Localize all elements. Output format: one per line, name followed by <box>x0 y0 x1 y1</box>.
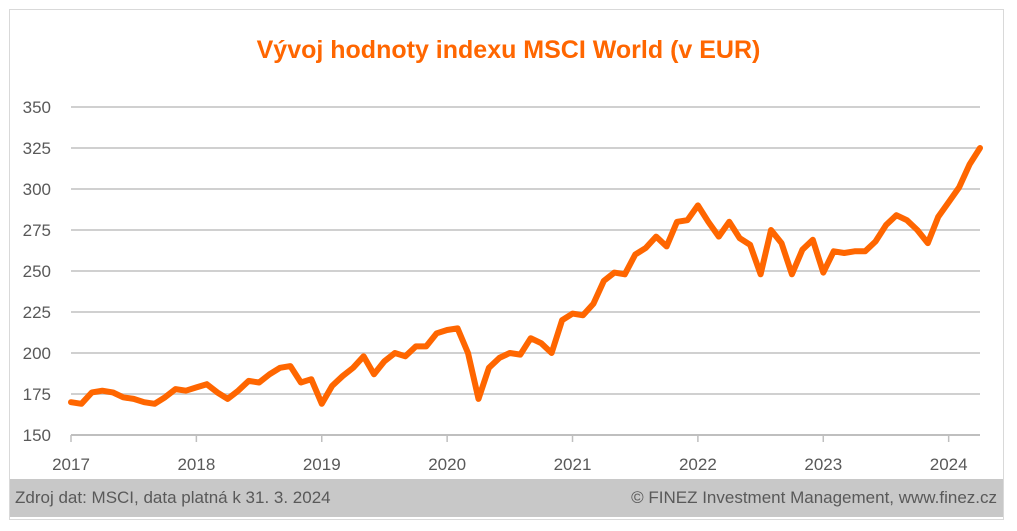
y-tick-label: 250 <box>23 262 51 281</box>
y-tick-label: 175 <box>23 385 51 404</box>
x-tick-label: 2022 <box>679 455 717 474</box>
series-line <box>68 145 983 407</box>
x-tick-label: 2019 <box>303 455 341 474</box>
x-tick-label: 2023 <box>804 455 842 474</box>
chart-title: Vývoj hodnoty indexu MSCI World (v EUR) <box>256 36 761 64</box>
footer: Zdroj dat: MSCI, data platná k 31. 3. 20… <box>10 479 1003 517</box>
x-tick-label: 2018 <box>177 455 215 474</box>
y-tick-label: 150 <box>23 426 51 445</box>
x-tick-label: 2017 <box>52 455 90 474</box>
y-tick-label: 325 <box>23 139 51 158</box>
source-note: Zdroj dat: MSCI, data platná k 31. 3. 20… <box>15 488 331 507</box>
x-tick-label: 2020 <box>428 455 466 474</box>
x-tick-label: 2024 <box>930 455 968 474</box>
y-tick-label: 225 <box>23 303 51 322</box>
y-tick-label: 300 <box>23 180 51 199</box>
x-tick-label: 2021 <box>554 455 592 474</box>
copyright-note: © FINEZ Investment Management, www.finez… <box>631 488 997 507</box>
y-tick-label: 200 <box>23 344 51 363</box>
y-tick-label: 275 <box>23 221 51 240</box>
y-tick-label: 350 <box>23 98 51 117</box>
